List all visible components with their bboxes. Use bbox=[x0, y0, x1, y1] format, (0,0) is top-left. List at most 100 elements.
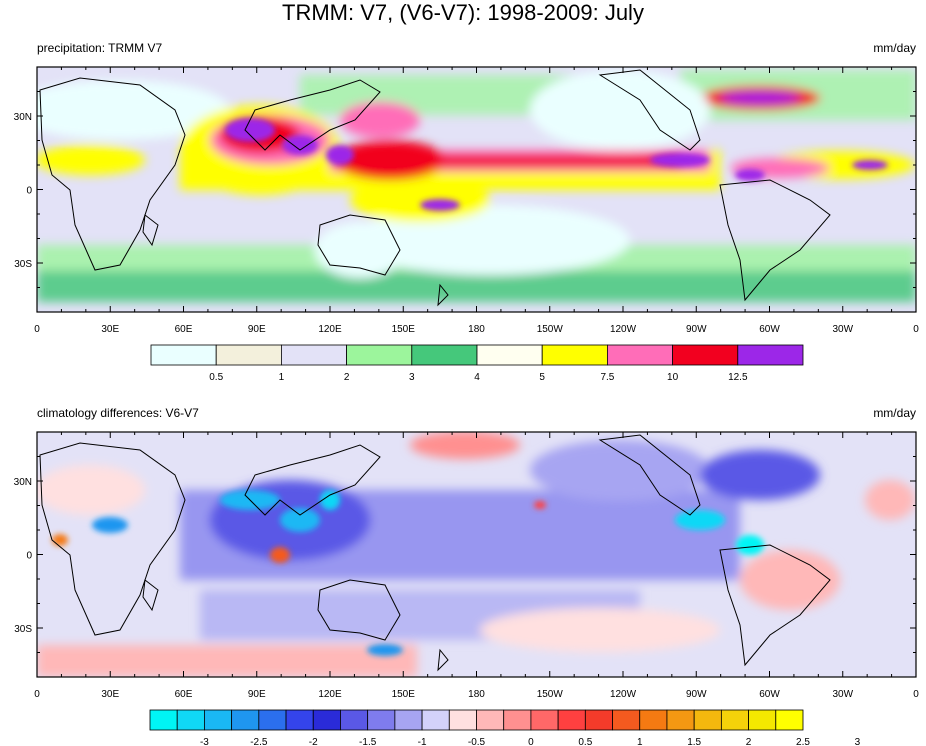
colorbar-box bbox=[346, 344, 413, 366]
colorbar-label: -3 bbox=[200, 737, 209, 746]
colorbar-box bbox=[258, 709, 287, 731]
colorbar-label: -2.5 bbox=[250, 737, 268, 746]
colorbar-box bbox=[204, 709, 233, 731]
figure-title: TRMM: V7, (V6-V7): 1998-2009: July bbox=[282, 0, 644, 25]
colorbar-box bbox=[775, 709, 804, 731]
colorbar-label: -2 bbox=[309, 737, 318, 746]
y-tick-label: 30N bbox=[14, 112, 32, 123]
colorbar-box bbox=[340, 709, 369, 731]
panel-1-colorbar: 0.5 1 2 3 4 5 7.5 10 12.5 bbox=[150, 344, 804, 383]
colorbar-label: 7.5 bbox=[600, 372, 614, 383]
colorbar-label: -1 bbox=[418, 737, 427, 746]
panel-1-map bbox=[37, 67, 916, 312]
panel-1-left-label: precipitation: TRMM V7 bbox=[37, 41, 162, 55]
colorbar-box bbox=[693, 709, 722, 731]
colorbar-label: 3 bbox=[855, 737, 861, 746]
panel-2-colorbar: -3 -2.5 -2 -1.5 -1 -0.5 0 0.5 1 1.5 2 2.5 3 bbox=[149, 709, 861, 746]
colorbar-box bbox=[411, 344, 478, 366]
x-tick-label: 30E bbox=[101, 324, 119, 335]
x-tick-label: 30E bbox=[101, 689, 119, 700]
x-tick-label: 60W bbox=[759, 689, 780, 700]
colorbar-box bbox=[476, 344, 543, 366]
panel-2-left-label: climatology differences: V6-V7 bbox=[37, 406, 199, 420]
y-tick-label: 0 bbox=[26, 186, 32, 197]
x-tick-label: 90E bbox=[248, 689, 266, 700]
y-tick-label: 30S bbox=[14, 624, 32, 635]
colorbar-box bbox=[666, 709, 695, 731]
x-tick-label: 60E bbox=[175, 689, 193, 700]
colorbar-box bbox=[476, 709, 505, 731]
panel-2-axis-ticks: 0 30E 60E 90E 120E 150E 180 150W 120W 90W 60W 30W 0 3… bbox=[14, 432, 919, 700]
colorbar-box bbox=[748, 709, 777, 731]
x-tick-label: 30W bbox=[832, 689, 853, 700]
colorbar-box bbox=[394, 709, 423, 731]
x-tick-label: 120E bbox=[318, 689, 342, 700]
panel-2-map bbox=[37, 432, 916, 677]
x-tick-label: 60E bbox=[175, 324, 193, 335]
colorbar-box bbox=[215, 344, 282, 366]
x-tick-label: 0 bbox=[34, 324, 40, 335]
colorbar-label: 1.5 bbox=[687, 737, 701, 746]
colorbar-label: 5 bbox=[539, 372, 545, 383]
colorbar-box bbox=[639, 709, 668, 731]
colorbar-label: 0.5 bbox=[209, 372, 223, 383]
x-tick-label: 150W bbox=[537, 689, 564, 700]
x-tick-label: 120E bbox=[318, 324, 342, 335]
colorbar-label: 3 bbox=[409, 372, 415, 383]
colorbar-box bbox=[557, 709, 586, 731]
x-tick-label: 90W bbox=[686, 689, 707, 700]
colorbar-box bbox=[150, 344, 217, 366]
colorbar-box bbox=[672, 344, 739, 366]
colorbar-box bbox=[530, 709, 559, 731]
colorbar-box bbox=[448, 709, 477, 731]
panel-2-right-label: mm/day bbox=[873, 406, 916, 420]
colorbar-box bbox=[503, 709, 532, 731]
x-tick-label: 0 bbox=[913, 689, 919, 700]
colorbar-box bbox=[367, 709, 396, 731]
colorbar-box bbox=[231, 709, 260, 731]
colorbar-label: 2 bbox=[344, 372, 350, 383]
y-tick-label: 0 bbox=[26, 551, 32, 562]
colorbar-label: 4 bbox=[474, 372, 480, 383]
colorbar-label: -0.5 bbox=[468, 737, 486, 746]
panel-1-axis-ticks: 0 30E 60E 90E 120E 150E 180 150W 120W 90W 60W 30W 0 3… bbox=[14, 67, 919, 335]
x-tick-label: 180 bbox=[468, 689, 485, 700]
x-tick-label: 90W bbox=[686, 324, 707, 335]
colorbar-box bbox=[421, 709, 450, 731]
x-tick-label: 0 bbox=[34, 689, 40, 700]
colorbar-label: 10 bbox=[667, 372, 679, 383]
colorbar-box bbox=[612, 709, 641, 731]
colorbar-label: -1.5 bbox=[359, 737, 377, 746]
panel-precipitation: precipitation: TRMM V7 mm/day bbox=[14, 41, 920, 383]
x-tick-label: 120W bbox=[610, 689, 637, 700]
panel-differences: climatology differences: V6-V7 mm/day bbox=[14, 406, 920, 746]
colorbar-box bbox=[280, 344, 347, 366]
colorbar-label: 0 bbox=[528, 737, 534, 746]
colorbar-label: 1 bbox=[279, 372, 285, 383]
colorbar-box bbox=[149, 709, 178, 731]
colorbar-box bbox=[737, 344, 804, 366]
y-tick-label: 30S bbox=[14, 259, 32, 270]
panel-1-right-label: mm/day bbox=[873, 41, 916, 55]
colorbar-box bbox=[176, 709, 205, 731]
colorbar-box bbox=[541, 344, 608, 366]
x-tick-label: 150E bbox=[392, 689, 416, 700]
colorbar-box bbox=[285, 709, 314, 731]
x-tick-label: 150E bbox=[392, 324, 416, 335]
colorbar-label: 12.5 bbox=[728, 372, 748, 383]
colorbar-label: 2.5 bbox=[796, 737, 810, 746]
colorbar-box bbox=[312, 709, 341, 731]
colorbar-box bbox=[584, 709, 613, 731]
colorbar-box bbox=[607, 344, 674, 366]
x-tick-label: 0 bbox=[913, 324, 919, 335]
x-tick-label: 60W bbox=[759, 324, 780, 335]
colorbar-label: 2 bbox=[746, 737, 752, 746]
x-tick-label: 150W bbox=[537, 324, 564, 335]
x-tick-label: 180 bbox=[468, 324, 485, 335]
colorbar-box bbox=[720, 709, 749, 731]
colorbar-label: 0.5 bbox=[578, 737, 592, 746]
y-tick-label: 30N bbox=[14, 477, 32, 488]
colorbar-label: 1 bbox=[637, 737, 643, 746]
x-tick-label: 120W bbox=[610, 324, 637, 335]
